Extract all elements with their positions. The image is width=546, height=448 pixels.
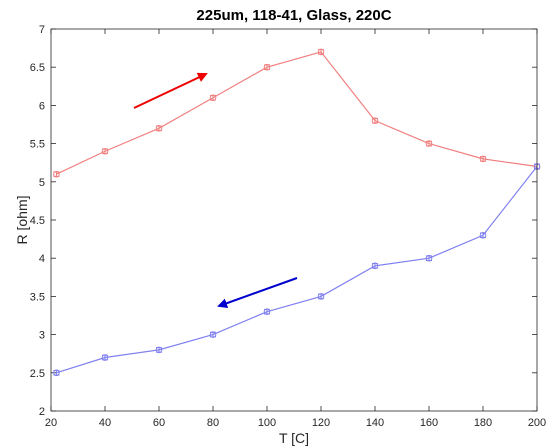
x-tick-label: 200	[528, 417, 546, 429]
x-tick-label: 140	[366, 417, 384, 429]
x-tick-label: 80	[207, 417, 219, 429]
x-tick-label: 100	[258, 417, 276, 429]
series-2	[53, 163, 541, 377]
y-tick-label: 5.5	[30, 139, 45, 151]
data-point	[425, 140, 433, 147]
chart-title: 225um, 118-41, Glass, 220C	[196, 7, 391, 24]
plot-area	[51, 29, 537, 411]
data-point	[155, 346, 163, 354]
y-tick-label: 6	[39, 100, 45, 112]
data-point	[263, 63, 271, 71]
y-tick-label: 2	[39, 406, 45, 418]
y-tick-label: 7	[39, 24, 45, 36]
x-tick-label: 60	[153, 417, 165, 429]
axis-ticks: 20 40 60 80 100 120 140 160 180 200 2 2.5 3 3.5 4 4.5 5 5…	[30, 24, 546, 429]
series-line	[56, 51, 538, 175]
data-point	[479, 155, 487, 163]
data-point	[479, 231, 487, 239]
data-point	[53, 369, 60, 377]
data-point	[101, 354, 109, 361]
axes-box	[50, 28, 538, 412]
data-point	[155, 125, 163, 132]
series-layer	[53, 48, 541, 377]
y-tick-label: 3	[39, 330, 45, 342]
x-tick-label: 120	[312, 417, 330, 429]
y-tick-label: 3.5	[30, 291, 45, 303]
y-tick-label: 4	[39, 253, 45, 265]
series-line	[56, 166, 538, 374]
decreasing-direction-arrow	[217, 277, 298, 309]
data-point	[371, 117, 379, 124]
x-tick-label: 20	[45, 417, 57, 429]
x-tick-label: 40	[99, 417, 111, 429]
data-point	[371, 262, 379, 270]
y-tick-label: 5	[39, 177, 45, 189]
y-axis-label: R [ohm]	[14, 195, 30, 244]
x-tick-label: 180	[474, 417, 492, 429]
data-point	[53, 170, 60, 178]
y-tick-label: 4.5	[30, 215, 45, 227]
data-point	[425, 254, 433, 262]
data-point	[209, 94, 217, 102]
x-axis-label: T [C]	[279, 430, 309, 446]
data-point	[209, 331, 217, 338]
data-point	[101, 147, 109, 155]
data-point	[263, 308, 271, 315]
data-point	[317, 48, 325, 56]
x-tick-label: 160	[420, 417, 438, 429]
data-point	[317, 293, 325, 300]
y-tick-label: 6.5	[30, 62, 45, 74]
series-1	[53, 48, 541, 178]
y-tick-label: 2.5	[30, 368, 45, 380]
increasing-direction-arrow	[133, 72, 208, 109]
